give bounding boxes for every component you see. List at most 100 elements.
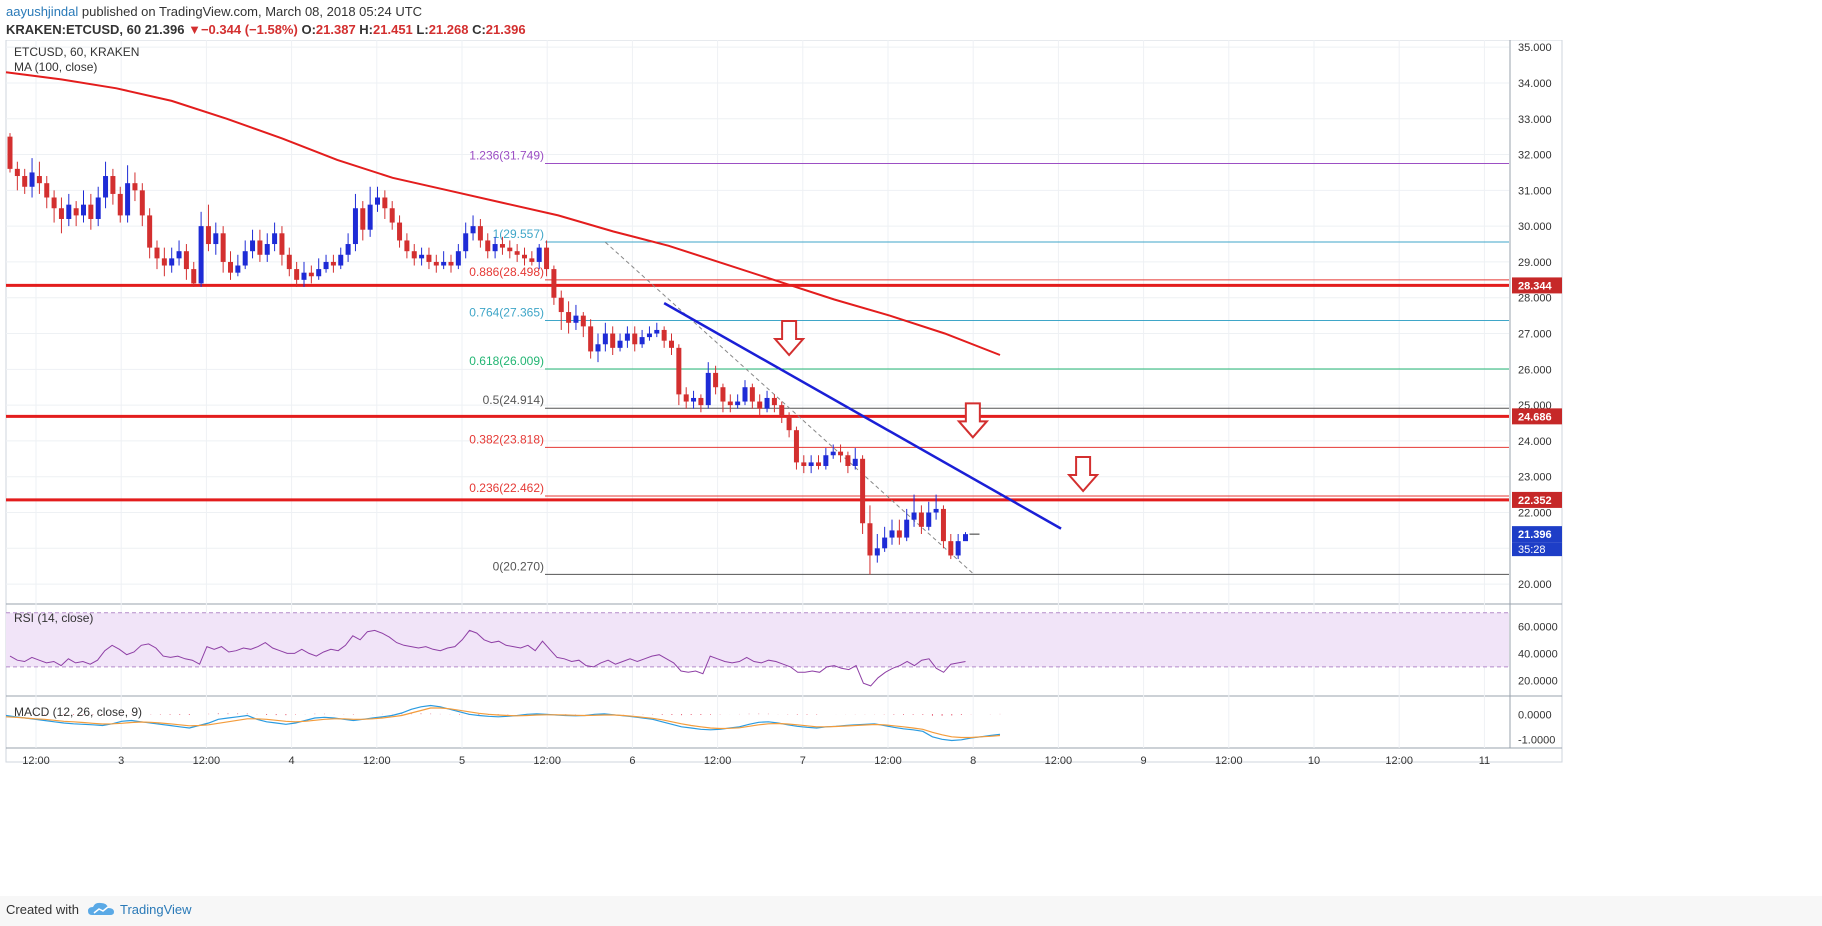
candle-body: [330, 261, 336, 266]
candle-body: [610, 333, 616, 348]
candle-body: [235, 265, 241, 273]
price-tick-label: 30.000: [1518, 221, 1552, 233]
tradingview-brand[interactable]: TradingView: [120, 902, 192, 917]
bearish-trend-line[interactable]: [663, 302, 1062, 530]
candle-body: [463, 233, 469, 252]
candle-body: [191, 269, 197, 284]
candle-body: [580, 315, 586, 327]
candle-body: [823, 455, 829, 466]
time-tick-label: 10: [1308, 755, 1320, 767]
candle-body: [536, 247, 542, 262]
price-change: −0.344 (−1.58%): [200, 22, 298, 37]
candle-body: [632, 333, 638, 345]
horizontal-level-tag: [1512, 277, 1562, 294]
candle-body: [228, 261, 233, 273]
candle-body: [257, 240, 263, 255]
candle-body: [926, 512, 932, 527]
candle-body: [742, 387, 748, 402]
candle-body: [205, 226, 211, 245]
fib-level-label: 0.382(23.818): [469, 432, 544, 446]
last-price-label: 21.396: [1518, 529, 1552, 541]
candle-body: [58, 208, 64, 219]
candle-body: [29, 172, 35, 187]
candle-body: [279, 233, 285, 255]
time-tick-label: 11: [1479, 755, 1490, 767]
candle-body: [911, 512, 917, 520]
rsi-line: [9, 629, 966, 687]
high-value: 21.451: [373, 22, 413, 37]
moving-average-line: [5, 71, 1001, 356]
candle-body: [7, 136, 13, 169]
candle-body: [36, 176, 42, 184]
candle-body: [397, 222, 403, 241]
fib-level-label: 0(20.270): [493, 559, 544, 573]
candle-body: [411, 251, 417, 259]
time-tick-label: 9: [1141, 755, 1147, 767]
candle-body: [308, 272, 314, 277]
price-tick-label: 23.000: [1518, 472, 1552, 484]
symbol-label: KRAKEN:ETCUSD, 60: [6, 22, 142, 37]
publish-line: aayushjindal published on TradingView.co…: [6, 4, 422, 19]
candle-body: [14, 168, 20, 177]
price-tick-label: 20.000: [1518, 579, 1552, 591]
candle-body: [522, 254, 527, 259]
time-tick-label: 7: [800, 755, 806, 767]
candle-body: [727, 401, 733, 406]
candle-body: [940, 508, 946, 542]
candle-body: [551, 269, 557, 298]
candle-body: [639, 337, 645, 345]
candle-body: [779, 405, 785, 416]
chart-title: ETCUSD, 60, KRAKEN: [14, 45, 139, 59]
candle-body: [544, 247, 550, 270]
candle-body: [198, 226, 204, 284]
candle-body: [169, 258, 175, 266]
price-tick-label: 33.000: [1518, 114, 1552, 126]
candle-body: [485, 240, 491, 252]
candle-body: [73, 208, 79, 216]
time-tick-label: 12:00: [1215, 755, 1243, 767]
candle-body: [448, 261, 454, 266]
candle-body: [933, 508, 939, 513]
candle-body: [786, 415, 792, 431]
low-label: L:: [416, 22, 429, 37]
fib-level-label: 1(29.557): [493, 227, 544, 241]
candle-body: [889, 530, 895, 538]
time-tick-label: 5: [459, 755, 465, 767]
candle-body: [698, 397, 704, 406]
countdown-label: 35:28: [1518, 544, 1546, 556]
candle-body: [426, 254, 432, 262]
candle-body: [323, 261, 329, 270]
candle-body: [213, 233, 219, 245]
candle-body: [139, 190, 145, 216]
candle-body: [566, 312, 572, 323]
chart-canvas[interactable]: 20.00021.00022.00023.00024.00025.00026.0…: [0, 40, 1822, 896]
time-tick-label: 3: [118, 755, 124, 767]
candle-body: [272, 233, 278, 245]
candle-body: [918, 512, 924, 527]
candle-body: [338, 254, 344, 266]
candle-body: [867, 523, 873, 556]
candle-body: [301, 272, 307, 280]
candle-body: [110, 176, 116, 194]
price-tick-label: 28.000: [1518, 293, 1552, 305]
time-tick-label: 12:00: [363, 755, 391, 767]
fib-level-label: 0.5(24.914): [483, 393, 544, 407]
candle-body: [573, 315, 579, 323]
time-tick-label: 4: [289, 755, 295, 767]
candle-body: [125, 183, 131, 216]
candle-body: [514, 251, 520, 255]
time-tick-label: 12:00: [874, 755, 902, 767]
candle-body: [646, 333, 652, 338]
candle-body: [713, 372, 719, 388]
candle-body: [860, 458, 866, 524]
rsi-band: [6, 612, 1509, 667]
rsi-legend: RSI (14, close): [14, 611, 93, 625]
fib-level-label: 0.886(28.498): [469, 265, 544, 279]
footer: Created with TradingView: [0, 896, 1822, 926]
price-tick-label: 32.000: [1518, 150, 1552, 162]
candle-body: [441, 261, 447, 266]
candle-body: [66, 204, 72, 219]
candle-body: [963, 534, 968, 542]
price-tick-label: 26.000: [1518, 364, 1552, 376]
author-link[interactable]: aayushjindal: [6, 4, 79, 19]
